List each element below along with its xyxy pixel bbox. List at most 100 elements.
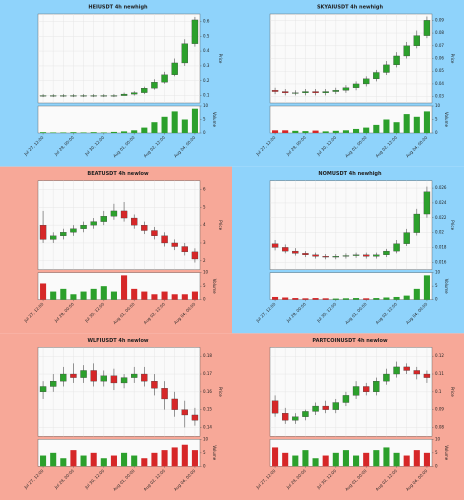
volume-bar <box>423 275 430 300</box>
volume-bar <box>121 131 128 133</box>
y-tick-label: 0.06 <box>435 56 444 61</box>
volume-bar <box>100 286 107 300</box>
volume-bar <box>282 297 289 300</box>
candle-body <box>130 217 138 226</box>
volume-bar <box>191 450 198 467</box>
volume-bar <box>181 444 188 467</box>
volume-bar <box>312 130 319 133</box>
volume-bar <box>393 296 400 300</box>
volume-bar <box>423 111 430 133</box>
volume-bar <box>100 458 107 467</box>
volume-bar <box>403 455 410 467</box>
volume-bar <box>50 452 57 467</box>
volume-bar <box>131 130 138 133</box>
volume-bar <box>363 452 370 467</box>
candle-body <box>332 402 339 410</box>
volume-bar <box>181 294 188 300</box>
candle-body <box>171 242 178 247</box>
candle-body <box>423 20 431 36</box>
volume-bar <box>161 450 168 467</box>
candle-body <box>322 91 329 93</box>
candle-body <box>60 373 67 382</box>
y-tick-label: 0.08 <box>435 30 444 35</box>
volume-bar <box>353 298 360 300</box>
volume-bar <box>151 452 158 467</box>
volume-bar <box>342 450 349 467</box>
volume-axis-label: Volume <box>444 445 449 460</box>
candle-body <box>120 377 128 384</box>
volume-bar <box>161 291 168 300</box>
candle-body <box>110 375 118 384</box>
volume-bar <box>383 297 390 300</box>
volume-bar <box>131 455 138 467</box>
y-tick-label: 0.05 <box>435 68 444 73</box>
candle-body <box>413 35 420 46</box>
candle-body <box>90 95 97 97</box>
candle-body <box>80 370 87 378</box>
volume-bar <box>40 455 47 467</box>
candle-body <box>281 247 289 252</box>
candle-body <box>292 250 299 254</box>
candle-body <box>383 250 390 255</box>
volume-bar <box>60 458 67 467</box>
volume-tick-label: 5 <box>435 283 438 288</box>
volume-bar <box>373 450 380 467</box>
volume-bar <box>363 298 370 300</box>
candle-body <box>292 416 299 421</box>
candle-body <box>60 95 67 97</box>
chart-title: PARTCOINUSDT 4h newlow <box>312 338 388 344</box>
volume-bar <box>80 455 87 467</box>
volume-bar <box>272 130 279 133</box>
y-tick-label: 0.6 <box>203 18 210 23</box>
volume-bar <box>373 124 380 133</box>
candle-body <box>393 243 400 252</box>
candle-body <box>383 64 390 73</box>
candle-body <box>191 414 199 421</box>
y-tick-label: 0.016 <box>435 259 447 264</box>
volume-axis-label: Volume <box>212 279 217 294</box>
volume-bar <box>141 291 148 300</box>
volume-bar <box>342 298 349 300</box>
volume-bar <box>403 295 410 300</box>
candle-body <box>100 375 108 382</box>
y-tick-label: 0.024 <box>435 200 447 205</box>
volume-bar <box>413 116 420 133</box>
candle-body <box>80 225 87 229</box>
volume-bar <box>312 298 319 300</box>
candle-body <box>90 221 97 226</box>
volume-bar <box>403 114 410 133</box>
candle-body <box>90 370 97 382</box>
candle-body <box>413 370 420 375</box>
candle-body <box>281 91 289 93</box>
volume-bar <box>100 132 107 133</box>
candle-body <box>181 43 188 64</box>
candle-body <box>332 256 339 258</box>
candle-body <box>352 386 360 396</box>
y-axis-label: Price <box>450 387 455 397</box>
volume-bar <box>151 294 158 300</box>
y-tick-label: 0.04 <box>435 81 444 86</box>
volume-tick-label: 5 <box>203 117 206 122</box>
candle-body <box>292 92 299 94</box>
volume-bar <box>383 119 390 133</box>
volume-bar <box>292 298 299 300</box>
volume-bar <box>151 122 158 133</box>
volume-tick-label: 5 <box>203 450 206 455</box>
volume-bar <box>302 131 309 133</box>
y-tick-label: 0.09 <box>435 17 444 22</box>
y-tick-label: 0.4 <box>203 48 210 53</box>
candle-body <box>352 83 360 88</box>
candle-body <box>60 232 67 236</box>
candle-body <box>312 405 319 412</box>
volume-bar <box>80 132 87 133</box>
candle-body <box>191 19 199 44</box>
candle-body <box>362 78 370 85</box>
volume-bar <box>322 131 329 133</box>
volume-tick-label: 5 <box>435 450 438 455</box>
y-tick-label: 0.026 <box>435 185 447 190</box>
chart-title: BEATUSDT 4h newlow <box>87 171 149 177</box>
volume-bar <box>110 131 117 133</box>
volume-bar <box>70 294 77 300</box>
candle-body <box>141 225 148 231</box>
